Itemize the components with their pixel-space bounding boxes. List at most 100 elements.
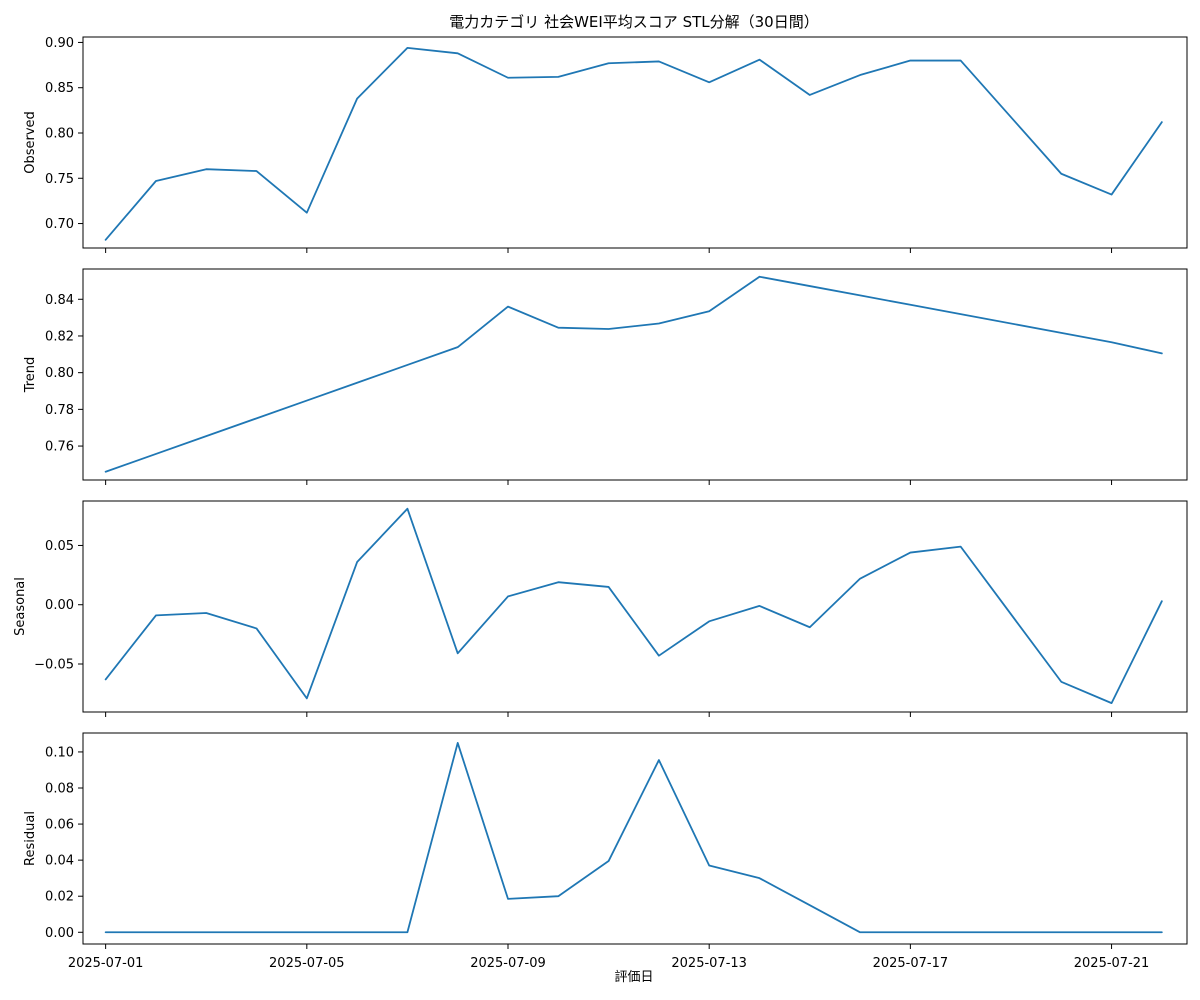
panels-group: 0.70 0.75 0.80 0.85 0.90 Observed 0.76 0.78 0.80… — [13, 36, 1188, 971]
residual-data-point — [204, 930, 208, 934]
trend-data-point — [657, 321, 661, 325]
trend-data-point — [556, 326, 560, 330]
observed-data-point — [506, 76, 510, 80]
observed-data-point — [757, 58, 761, 62]
x-tick-label: 2025-07-01 — [68, 956, 144, 971]
trend-data-point — [908, 303, 912, 307]
observed-y-tick-label: 0.75 — [45, 172, 74, 187]
observed-data-point — [104, 238, 108, 242]
residual-y-tick-label: 0.04 — [45, 854, 74, 869]
residual-data-point — [305, 930, 309, 934]
residual-data-point — [1059, 930, 1063, 934]
trend-series-line — [104, 275, 1163, 473]
x-tick-label: 2025-07-05 — [269, 956, 345, 971]
chart-title: 電力カテゴリ 社会WEI平均スコア STL分解（30日間） — [449, 13, 818, 31]
seasonal-data-point — [1160, 599, 1164, 603]
observed-data-point — [657, 59, 661, 63]
residual-y-tick-label: 0.00 — [45, 926, 74, 941]
trend-data-point — [355, 381, 359, 385]
seasonal-data-point — [506, 594, 510, 598]
observed-y-axis-label: Observed — [23, 111, 38, 174]
residual-y-tick-label: 0.10 — [45, 745, 74, 760]
trend-data-point — [1059, 331, 1063, 335]
residual-data-point — [657, 758, 661, 762]
trend-y-axis-label: Trend — [23, 357, 38, 394]
observed-series-line — [104, 46, 1163, 241]
observed-y-tick-label: 0.85 — [45, 81, 74, 96]
residual-data-point — [154, 930, 158, 934]
residual-data-point — [355, 930, 359, 934]
trend-data-point — [858, 293, 862, 297]
observed-data-point — [607, 61, 611, 65]
observed-y-tick-label: 0.90 — [45, 36, 74, 51]
trend-data-point — [506, 305, 510, 309]
residual-y-tick-label: 0.08 — [45, 782, 74, 797]
trend-data-point — [808, 284, 812, 288]
trend-data-point — [154, 452, 158, 456]
trend-data-point — [305, 399, 309, 403]
residual-y-axis-label: Residual — [23, 811, 38, 866]
seasonal-data-point — [255, 626, 259, 630]
trend-y-tick-label: 0.84 — [45, 293, 74, 308]
residual-data-point — [556, 894, 560, 898]
seasonal-axes-frame — [82, 500, 1188, 713]
trend-data-point — [607, 327, 611, 331]
residual-data-point — [908, 930, 912, 934]
observed-data-point — [1160, 120, 1164, 124]
seasonal-data-point — [908, 551, 912, 555]
seasonal-data-point — [707, 619, 711, 623]
trend-data-point — [204, 434, 208, 438]
seasonal-data-point — [808, 625, 812, 629]
seasonal-data-point — [607, 585, 611, 589]
residual-data-point — [757, 876, 761, 880]
trend-data-point — [456, 345, 460, 349]
trend-data-point — [405, 363, 409, 367]
seasonal-y-axis-label: Seasonal — [13, 577, 28, 636]
x-tick-label: 2025-07-17 — [873, 956, 949, 971]
residual-axes-frame — [82, 732, 1188, 945]
observed-data-point — [154, 179, 158, 183]
residual-data-point — [104, 930, 108, 934]
observed-data-point — [959, 59, 963, 63]
observed-y-tick-label: 0.80 — [45, 126, 74, 141]
residual-data-point — [607, 859, 611, 863]
seasonal-data-point — [556, 580, 560, 584]
observed-data-point — [556, 75, 560, 79]
observed-axes-frame — [82, 36, 1188, 249]
seasonal-data-point — [456, 651, 460, 655]
residual-data-point — [808, 903, 812, 907]
seasonal-data-point — [1110, 701, 1114, 705]
observed-data-point — [858, 73, 862, 77]
trend-y-tick-label: 0.76 — [45, 440, 74, 455]
residual-data-point — [405, 930, 409, 934]
residual-data-point — [858, 930, 862, 934]
observed-data-point — [456, 51, 460, 55]
observed-data-point — [305, 211, 309, 215]
trend-y-tick-label: 0.80 — [45, 366, 74, 381]
observed-y-tick-label: 0.70 — [45, 217, 74, 232]
seasonal-data-point — [657, 654, 661, 658]
observed-data-point — [1110, 193, 1114, 197]
observed-data-point — [1059, 172, 1063, 176]
seasonal-y-tick-label: −0.05 — [34, 657, 74, 672]
seasonal-y-tick-label: 0.05 — [45, 539, 74, 554]
residual-data-point — [707, 864, 711, 868]
seasonal-data-point — [1059, 680, 1063, 684]
seasonal-data-point — [154, 613, 158, 617]
seasonal-data-point — [104, 677, 108, 681]
trend-y-tick-label: 0.82 — [45, 329, 74, 344]
seasonal-data-point — [355, 560, 359, 564]
trend-panel: 0.76 0.78 0.80 0.82 0.84 Trend — [23, 268, 1188, 485]
seasonal-data-point — [204, 611, 208, 615]
residual-panel: 0.00 0.02 0.04 0.06 0.08 0.10 2025-07-01 2025-0… — [23, 732, 1188, 971]
x-tick-label: 2025-07-13 — [671, 956, 747, 971]
observed-data-point — [255, 169, 259, 173]
seasonal-y-tick-label: 0.00 — [45, 598, 74, 613]
observed-data-point — [355, 97, 359, 101]
seasonal-data-point — [959, 545, 963, 549]
residual-data-point — [1110, 930, 1114, 934]
residual-series-line — [104, 742, 1163, 934]
residual-data-point — [1160, 930, 1164, 934]
trend-data-point — [104, 470, 108, 474]
